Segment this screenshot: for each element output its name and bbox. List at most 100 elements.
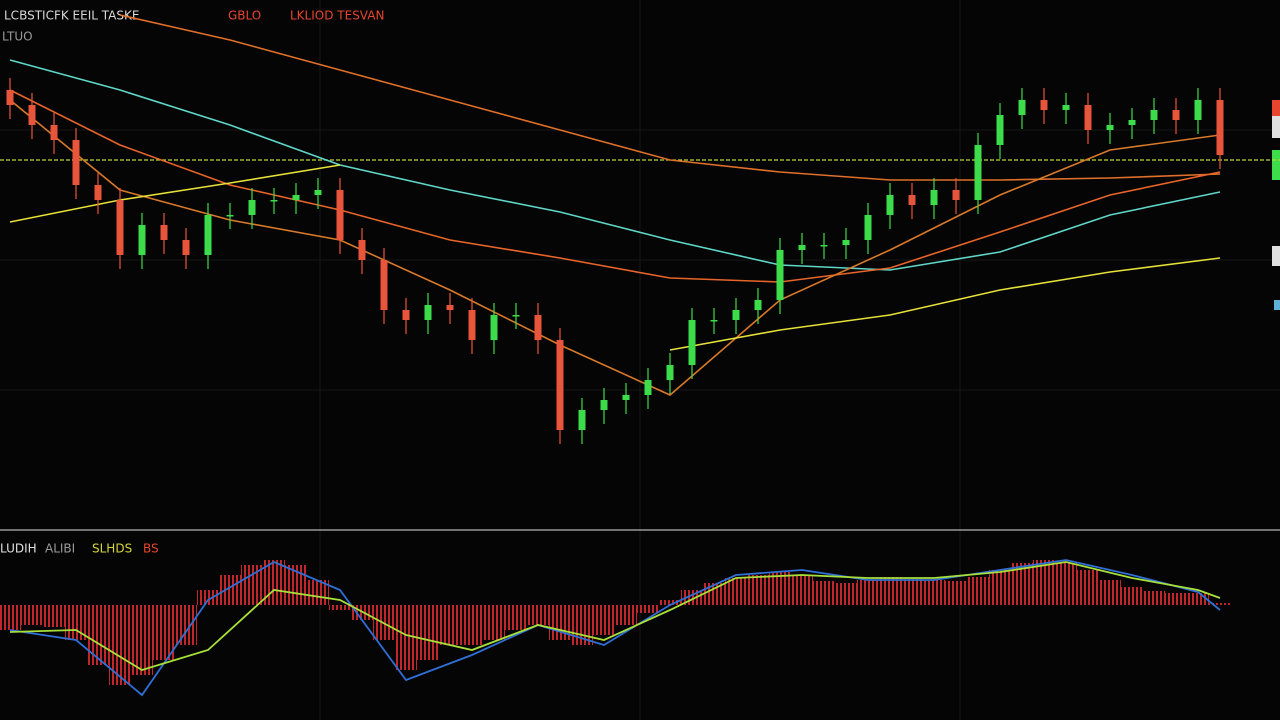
candle-body <box>1128 120 1136 125</box>
histogram-bar <box>703 583 725 605</box>
histogram-bar <box>945 581 967 605</box>
candle-body <box>94 185 102 200</box>
histogram-bar <box>791 575 813 605</box>
histogram-bar <box>87 605 109 665</box>
histogram-bar <box>417 605 439 660</box>
histogram-bar <box>1011 563 1033 605</box>
candle-body <box>116 200 124 255</box>
candle-body <box>1150 110 1158 120</box>
candle-body <box>996 115 1004 145</box>
histogram-bar <box>65 605 87 640</box>
header-tag: LKLIOD TESVAN <box>290 9 384 23</box>
candle-body <box>600 400 608 410</box>
candle-body <box>710 320 718 322</box>
candle-body <box>1062 105 1070 110</box>
histogram-bar <box>263 560 285 605</box>
histogram-bar <box>197 590 219 605</box>
histogram-bar <box>307 580 329 605</box>
candle-body <box>182 240 190 255</box>
histogram-bar <box>483 605 505 640</box>
histogram-bar <box>175 605 197 645</box>
candle-body <box>666 365 674 380</box>
candle-body <box>358 240 366 260</box>
candle-body <box>248 200 256 215</box>
candle-body <box>380 260 388 310</box>
histogram-bar <box>43 605 65 627</box>
histogram-bar <box>659 600 681 605</box>
histogram-bar <box>395 605 417 670</box>
candle-body <box>930 190 938 205</box>
candle-body <box>424 305 432 320</box>
candle-body <box>732 310 740 320</box>
candle-body <box>292 195 300 200</box>
histogram-bar <box>1121 587 1143 605</box>
candle-body <box>754 300 762 310</box>
candle-body <box>534 315 542 340</box>
histogram-bar <box>131 605 153 675</box>
candle-body <box>72 140 80 185</box>
candle-body <box>28 105 36 125</box>
histogram-bar <box>1055 563 1077 605</box>
histogram-bar <box>109 605 131 685</box>
candle-body <box>644 380 652 395</box>
moving-average <box>9 164 1221 351</box>
indicator-line <box>9 561 1221 671</box>
candle-body <box>446 305 454 310</box>
candle-body <box>314 190 322 195</box>
histogram-bar <box>1099 580 1121 605</box>
candle-body <box>952 190 960 200</box>
indicator-label: ALIBI <box>45 542 75 556</box>
moving-average <box>9 99 1221 396</box>
histogram-bar <box>1077 570 1099 605</box>
candle-body <box>160 225 168 240</box>
histogram-bar <box>21 605 43 625</box>
candle-body <box>842 240 850 245</box>
candle-body <box>556 340 564 430</box>
candle-body <box>1084 105 1092 130</box>
price-tags <box>1272 100 1280 310</box>
candle-body <box>1172 110 1180 120</box>
indicator-label: BS <box>143 542 159 556</box>
histogram-bar <box>901 579 923 605</box>
candle-body <box>974 145 982 200</box>
histogram-bar <box>725 578 747 605</box>
candle-body <box>622 395 630 400</box>
histogram-bar <box>153 605 175 660</box>
histogram-bar <box>989 570 1011 605</box>
candle-body <box>270 200 278 202</box>
histogram-bar <box>241 565 263 605</box>
histogram-bar <box>461 605 483 645</box>
candle-body <box>6 90 14 105</box>
histogram-bar <box>505 605 527 630</box>
histogram-bar <box>219 575 241 605</box>
candle-body <box>1106 125 1114 130</box>
candle-body <box>138 225 146 255</box>
candle-body <box>864 215 872 240</box>
candle-body <box>402 310 410 320</box>
candle-body <box>798 245 806 250</box>
histogram-bar <box>835 583 857 605</box>
candle-body <box>1018 100 1026 115</box>
histogram-bar <box>879 577 901 605</box>
candle-body <box>908 195 916 205</box>
histogram-bar <box>1143 591 1165 605</box>
candle-body <box>688 320 696 365</box>
histogram-bar <box>637 605 659 613</box>
candle-body <box>226 215 234 217</box>
symbol-title: LCBSTICFK EEIL TASKE <box>4 9 139 23</box>
histogram-bar <box>747 575 769 605</box>
histogram-bar <box>593 605 615 635</box>
histogram-bar <box>527 605 549 625</box>
candle-body <box>1194 100 1202 120</box>
indicator-label: SLHDS <box>92 542 132 556</box>
candle-body <box>336 190 344 240</box>
candle-body <box>886 195 894 215</box>
moving-average <box>9 89 1221 283</box>
histogram-bar <box>769 572 791 605</box>
histogram-bar <box>1209 603 1231 605</box>
histogram-bar <box>1033 560 1055 605</box>
header-tag: GBLO <box>228 9 261 23</box>
histogram-bar <box>857 580 879 605</box>
candle-body <box>1040 100 1048 110</box>
